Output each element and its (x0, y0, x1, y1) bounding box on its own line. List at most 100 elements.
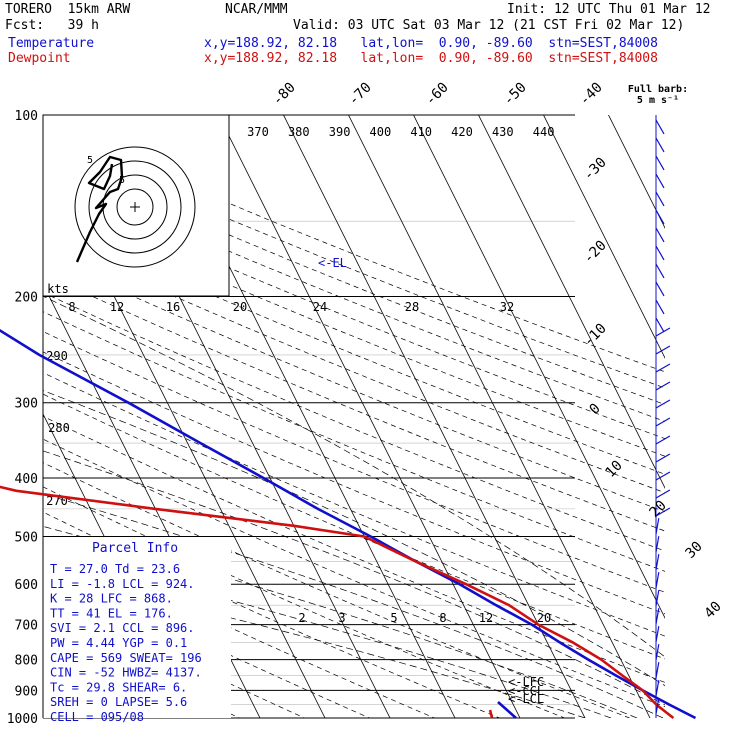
isotherm-label: -30 (581, 155, 610, 184)
parcel-info-row: CIN = -52 HWBZ= 4137. (50, 666, 202, 680)
dry-adiabat-line (43, 202, 665, 457)
moist-adiabat-line (43, 390, 665, 687)
dry-adiabat-line (43, 153, 665, 405)
wind-barb (655, 453, 671, 463)
dewpoint-legend: Dewpoint (8, 51, 71, 66)
wind-barb (655, 489, 671, 499)
wind-barb (655, 572, 660, 589)
parcel-info-box: Parcel Info T = 27.0 Td = 23.6LI = -1.8 L… (42, 537, 231, 724)
temperature-location: x,y=188.92, 82.18 lat,lon= 0.90, -89.60 … (204, 36, 658, 51)
hodograph: kts 5 5 (42, 114, 230, 297)
wind-barb (655, 698, 660, 715)
dewpoint-surface-segment (488, 709, 494, 719)
isotherm-line (348, 115, 651, 718)
moist-adiabat-line (43, 296, 665, 658)
lcl-annotation: <-LCL (508, 692, 544, 706)
isotherm-label: -70 (346, 80, 375, 109)
pressure-tick-label: 700 (15, 619, 38, 634)
isotherm-line (608, 115, 665, 229)
pressure-tick-label: 900 (15, 684, 38, 699)
mixing-ratio-label: 24 (313, 300, 327, 314)
theta-e-label: 430 (492, 125, 514, 139)
theta-e-label: 440 (533, 125, 555, 139)
wind-barb (655, 435, 671, 445)
isotherm-label: 30 (683, 539, 706, 562)
theta-e-label: 420 (451, 125, 473, 139)
model-label: TORERO 15km ARW (5, 2, 131, 17)
parcel-info-row: SREH = 0 LAPSE= 5.6 (50, 695, 187, 709)
wind-barb (655, 281, 665, 297)
dry-adiabat-line (43, 311, 665, 572)
theta-e-label: 370 (247, 125, 269, 139)
wind-barb (655, 518, 660, 535)
init-label: Init: 12 UTC Thu 01 Mar 12 (507, 2, 711, 17)
wind-barb (655, 590, 660, 607)
dry-adiabat-line (43, 415, 665, 683)
pressure-tick-label: 300 (15, 397, 38, 412)
mixing-ratio-label: 28 (405, 300, 419, 314)
wind-barb (655, 209, 665, 225)
hodograph-ring (74, 146, 196, 268)
barb-legend-line1: Full barb: (628, 84, 688, 95)
mixing-ratio-label: 20 (233, 300, 247, 314)
theta-e-label: 410 (410, 125, 432, 139)
wind-barb (655, 119, 665, 135)
wind-barb (655, 327, 671, 337)
forecast-hour-label: Fcst: 39 h (5, 18, 99, 33)
hodograph-ring (116, 188, 154, 226)
wind-barb (655, 173, 665, 189)
isotherm-label: 40 (702, 599, 725, 622)
theta-label: 280 (48, 421, 70, 435)
theta-e-label: 400 (370, 125, 392, 139)
theta-e-label: 390 (329, 125, 351, 139)
dewpoint-location: x,y=188.92, 82.18 lat,lon= 0.90, -89.60 … (204, 51, 658, 66)
sounding-curves (0, 328, 697, 720)
isotherm-label: -40 (577, 80, 606, 109)
isotherm-label: -80 (270, 80, 299, 109)
wind-barb (655, 245, 665, 261)
org-label: NCAR/MMM (225, 2, 288, 17)
dry-adiabat-line (43, 331, 665, 593)
wind-barb (655, 507, 671, 517)
isotherm-label: -50 (501, 80, 530, 109)
moist-adiabat-line (43, 526, 638, 718)
isotherm-label: -10 (581, 321, 610, 350)
el-annotation: <-EL (318, 256, 347, 270)
valid-time-label: Valid: 03 UTC Sat 03 Mar 12 (21 CST Fri … (293, 18, 685, 33)
wind-barb (655, 399, 671, 409)
parcel-info-row: TT = 41 EL = 176. (50, 606, 173, 620)
hodograph-ring-label: 5 (119, 175, 125, 186)
lfc-annotation: <-LFC (508, 675, 544, 689)
moist-adiabat-line (43, 450, 665, 706)
mixing-ratio-label: 32 (500, 300, 514, 314)
moist-adiabat-line (43, 551, 612, 718)
mixing-ratio-label: 3 (338, 611, 345, 625)
isotherm-line (543, 115, 665, 359)
isotherm-line (413, 115, 665, 619)
wind-barb (655, 471, 671, 481)
wind-barb (655, 608, 660, 625)
temperature-profile-line (0, 328, 697, 720)
barb-legend-line2: 5 m s⁻¹ (637, 95, 679, 106)
dry-adiabat-line (43, 137, 665, 389)
hodograph-frame (42, 114, 230, 297)
wind-barb (655, 644, 660, 661)
parcel-info-row: T = 27.0 Td = 23.6 (50, 562, 180, 576)
isotherm-line (478, 115, 665, 489)
mixing-ratio-label: 12 (479, 611, 493, 625)
wind-barb (655, 155, 665, 171)
isotherm-label: 0 (587, 401, 604, 418)
dry-adiabat-line (43, 462, 630, 718)
isotherm-line (283, 115, 586, 718)
wind-barb (655, 662, 660, 679)
wind-barb (655, 381, 671, 391)
wind-barb (655, 191, 665, 207)
theta-e-label: 380 (288, 125, 310, 139)
wind-barb (655, 363, 671, 373)
wind-barb (655, 137, 665, 153)
parcel-info-row: PW = 4.44 YGP = 0.1 (50, 636, 187, 650)
ccl-annotation: <-CCL (508, 684, 544, 698)
moist-adiabat-line (43, 493, 664, 718)
mixing-ratio-label: 2 (298, 611, 305, 625)
